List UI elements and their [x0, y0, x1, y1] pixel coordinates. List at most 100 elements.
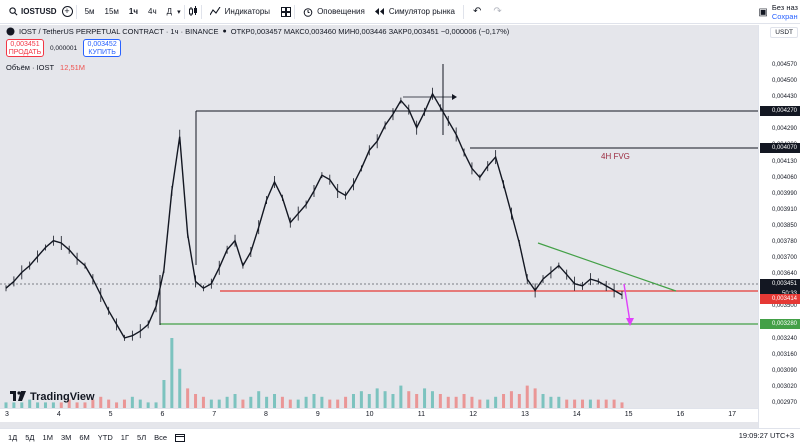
volume-bar [612, 399, 616, 408]
indicators-icon [209, 7, 221, 16]
timeframe-4h[interactable]: 4ч [148, 7, 157, 16]
redo-icon[interactable]: ↷ [493, 6, 502, 17]
time-scale[interactable]: 3 4 5 6 7 8 9 10 11 12 13 14 15 16 17 [0, 408, 758, 422]
volume-bar [75, 402, 79, 408]
candle-type-icon[interactable] [188, 6, 198, 17]
volume-bar [620, 402, 624, 408]
symbol-label: IOSTUSD [21, 7, 57, 16]
volume-bar [170, 338, 174, 408]
timeframe-1d[interactable]: Д [166, 7, 173, 16]
volume-bar [209, 399, 213, 408]
range-all[interactable]: Все [154, 433, 168, 442]
time-label: 7 [212, 411, 217, 418]
layout-grid-icon[interactable] [281, 6, 292, 17]
price-label: 0,004570 [771, 62, 797, 68]
volume-bar [588, 399, 592, 408]
legend-ohlc: ОТКР0,003457 МАКС0,003460 МИН0,003446 ЗА… [230, 27, 510, 36]
price-line [5, 92, 623, 339]
range-ytd[interactable]: YTD [97, 433, 113, 442]
add-symbol-icon[interactable]: + [61, 6, 73, 17]
volume-bar [241, 399, 245, 408]
save-status: Сохран [771, 12, 798, 21]
price-label: 0,003990 [771, 190, 797, 197]
green-level-tag: 0,003280 [760, 319, 800, 329]
calendar-range-icon[interactable] [175, 433, 186, 442]
range-5d[interactable]: 5Д [25, 433, 35, 442]
indicators-button[interactable]: Индикаторы [205, 7, 275, 16]
replay-button[interactable]: Симулятор рынка [370, 7, 460, 16]
range-1d[interactable]: 1Д [8, 433, 18, 442]
projection-arrow [623, 283, 631, 323]
legend-settings-icon[interactable]: ● [222, 28, 227, 35]
sell-button[interactable]: 0,003451 ПРОДАТЬ [6, 39, 44, 57]
volume-bar [273, 394, 277, 408]
volume-bar [36, 402, 40, 408]
price-chart[interactable] [0, 25, 758, 408]
layout-menu-icon[interactable]: ▣ [758, 6, 768, 18]
volume-bar [91, 399, 95, 408]
volume-bar [201, 396, 205, 408]
volume-bar [462, 394, 466, 408]
volume-bar [217, 399, 221, 408]
time-label: 4 [56, 411, 61, 418]
volume-bar [249, 396, 253, 408]
price-label: 0,003160 [771, 351, 797, 358]
timeframe-5m[interactable]: 5м [84, 7, 95, 16]
volume-bar [494, 396, 498, 408]
time-label: 13 [521, 411, 529, 418]
volume-bar [446, 396, 450, 408]
buy-button[interactable]: 0,003452 КУПИТЬ [83, 39, 122, 57]
save-layout-button[interactable]: Без наз Сохран [772, 3, 798, 21]
volume-value: 12,51M [60, 63, 86, 72]
volume-bar [194, 394, 198, 408]
alerts-button[interactable]: Оповещения [298, 7, 370, 17]
volume-bar [415, 394, 419, 408]
price-scale[interactable]: USDT 0,0045700,0045000,0044300,0043500,0… [758, 25, 800, 429]
chart-pane[interactable]: IOST / TetherUS PERPETUAL CONTRACT · 1ч … [0, 25, 758, 429]
currency-label: USDT [775, 29, 793, 36]
volume-bar [557, 396, 561, 408]
volume-bar [502, 394, 506, 408]
volume-bar [178, 368, 182, 408]
volume-bar [296, 399, 300, 408]
toolbar-right: ▣ Без наз Сохран [758, 0, 800, 24]
volume-bar [423, 388, 427, 408]
timeframe-1h[interactable]: 1ч [128, 7, 139, 16]
trendline [537, 242, 677, 292]
volume-bar [549, 396, 553, 408]
chevron-down-icon[interactable]: ▾ [177, 8, 181, 16]
volume-bar [359, 391, 363, 408]
symbol-search[interactable]: IOSTUSD [4, 7, 62, 16]
volume-bar [320, 396, 324, 408]
trade-buttons: 0,003451 ПРОДАТЬ 0,000001 0,003452 КУПИТ… [6, 39, 122, 57]
price-label: 0,003700 [771, 255, 797, 262]
range-1y[interactable]: 1Г [120, 433, 130, 442]
volume-bar [517, 394, 521, 408]
sell-price: 0,003451 [10, 41, 40, 48]
clock[interactable]: 19:09:27 UTC+3 [738, 431, 794, 440]
volume-bar [154, 402, 158, 408]
volume-bar [83, 402, 87, 408]
volume-bar [20, 402, 24, 408]
volume-bar [573, 399, 577, 408]
currency-selector[interactable]: USDT [770, 27, 798, 38]
volume-bar [533, 388, 537, 408]
volume-bar [367, 394, 371, 408]
undo-icon[interactable]: ↶ [472, 6, 482, 17]
price-label: 0,004430 [771, 94, 797, 101]
volume-label: Объём · IOST [6, 63, 54, 72]
time-label: 10 [365, 411, 374, 418]
range-5y[interactable]: 5Л [137, 433, 147, 442]
volume-bar [107, 399, 111, 408]
volume-bar [233, 394, 237, 408]
volume-bar [130, 396, 134, 408]
toolbar-divider [462, 4, 464, 19]
timeframe-15m[interactable]: 15м [104, 7, 119, 16]
volume-bar [454, 396, 458, 408]
volume-bar [596, 399, 600, 408]
price-label: 0,003240 [771, 335, 797, 342]
range-6m[interactable]: 6М [79, 433, 90, 442]
range-3m[interactable]: 3М [60, 433, 72, 442]
range-1m[interactable]: 1М [42, 433, 53, 442]
volume-bar [122, 399, 126, 408]
